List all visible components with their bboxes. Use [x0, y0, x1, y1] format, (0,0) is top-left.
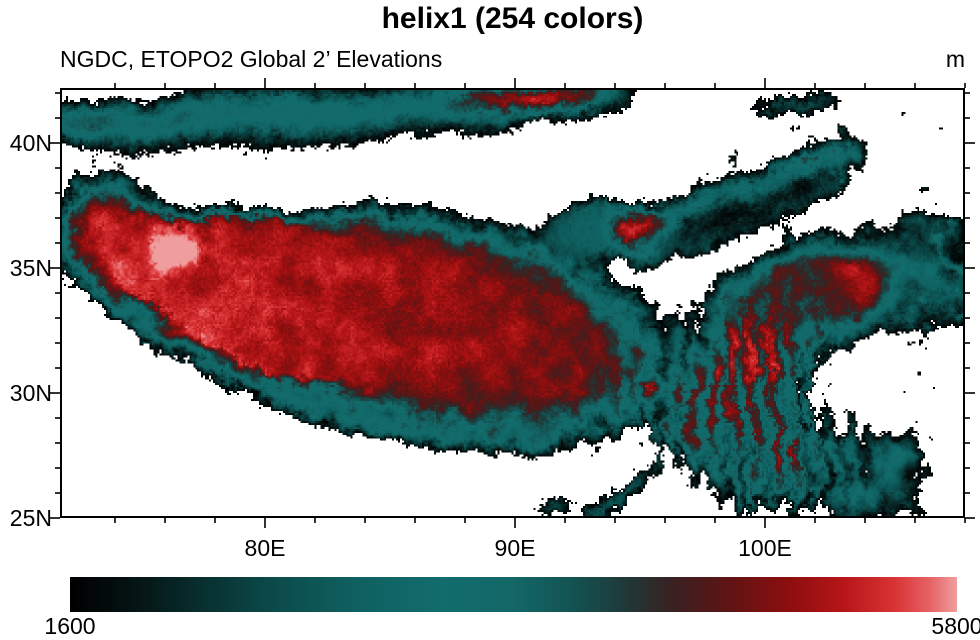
- colorbar-min-label: 1600: [44, 613, 96, 639]
- y-tick-label: 30N: [9, 380, 52, 406]
- subtitle-left: NGDC, ETOPO2 Global 2’ Elevations: [60, 46, 443, 72]
- plot-title: helix1 (254 colors): [381, 2, 644, 35]
- colorbar-canvas: [70, 577, 957, 612]
- unit-label: m: [945, 46, 965, 72]
- x-tick-label: 80E: [244, 535, 286, 561]
- y-tick-label: 35N: [9, 255, 52, 281]
- map-frame: [60, 88, 965, 518]
- x-tick-label: 90E: [494, 535, 536, 561]
- y-tick-label: 25N: [9, 505, 52, 531]
- elevation-raster-canvas: [62, 90, 963, 516]
- y-tick-label: 40N: [9, 130, 52, 156]
- x-tick-label: 100E: [738, 535, 792, 561]
- colorbar-max-label: 5800: [931, 613, 980, 639]
